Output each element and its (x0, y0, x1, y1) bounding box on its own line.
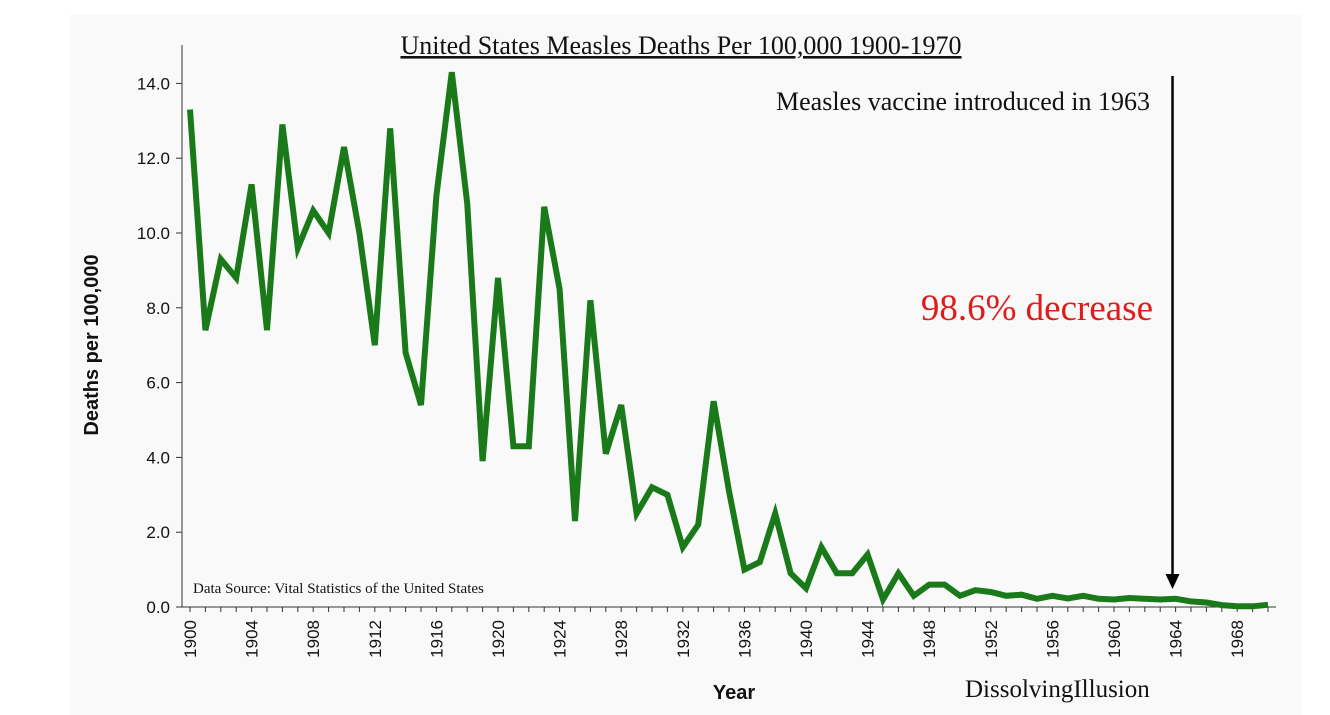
y-tick-label: 14.0 (137, 74, 170, 93)
x-tick-label: 1912 (366, 620, 385, 658)
arrow-head (1165, 574, 1180, 589)
x-tick-label: 1916 (427, 620, 446, 658)
y-tick-label: 8.0 (146, 299, 170, 318)
y-tick-label: 0.0 (146, 598, 170, 617)
x-tick-label: 1900 (181, 620, 200, 658)
y-tick-label: 10.0 (137, 224, 170, 243)
x-tick-label: 1940 (797, 620, 816, 658)
x-tick-label: 1956 (1043, 620, 1062, 658)
x-tick-label: 1936 (735, 620, 754, 658)
x-axis-ticks: 1900 1904 1908 1912 1916 1920 1924 1928 1932 1936… (181, 607, 1269, 658)
y-axis-ticks: 0.0 2.0 4.0 6.0 8.0 10.0 12.0 14.0 (137, 74, 182, 617)
x-tick-label: 1952 (982, 620, 1001, 658)
y-axis-label: Deaths per 100,000 (81, 254, 103, 435)
x-tick-label: 1960 (1105, 620, 1124, 658)
chart-title: United States Measles Deaths Per 100,000… (400, 31, 961, 60)
vaccine-arrow (1165, 76, 1180, 589)
x-tick-label: 1932 (674, 620, 693, 658)
measles-deaths-line (187, 71, 1269, 610)
x-tick-label: 1948 (920, 620, 939, 658)
decrease-annotation: 98.6% decrease (921, 288, 1153, 329)
x-tick-label: 1920 (489, 620, 508, 658)
x-tick-label: 1928 (612, 620, 631, 658)
x-tick-label: 1968 (1228, 620, 1247, 658)
y-tick-label: 2.0 (146, 523, 170, 542)
data-source-note: Data Source: Vital Statistics of the Uni… (193, 581, 484, 597)
x-tick-label: 1944 (859, 620, 878, 658)
x-tick-label: 1908 (304, 620, 323, 658)
watermark: DissolvingIllusion (965, 676, 1150, 703)
y-tick-label: 12.0 (137, 149, 170, 168)
y-tick-label: 4.0 (146, 448, 170, 467)
x-tick-label: 1924 (551, 620, 570, 658)
x-tick-label: 1904 (243, 620, 262, 658)
x-tick-label: 1964 (1167, 620, 1186, 658)
x-axis-label: Year (713, 682, 755, 704)
data-series (187, 71, 1269, 610)
vaccine-annotation: Measles vaccine introduced in 1963 (776, 87, 1150, 116)
y-tick-label: 6.0 (146, 374, 170, 393)
